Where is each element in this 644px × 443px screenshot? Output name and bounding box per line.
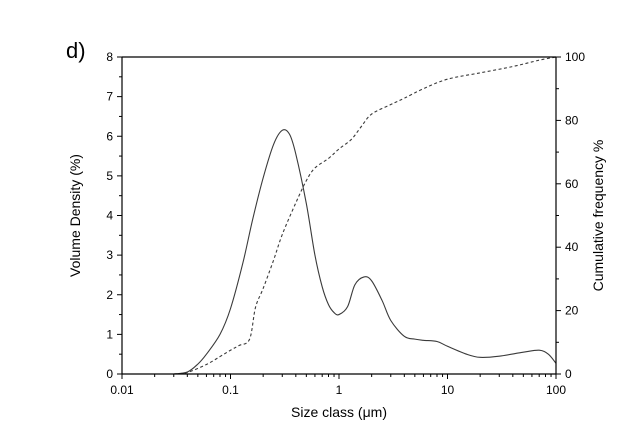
y2-tick-label: 100 (565, 50, 585, 64)
y2-tick-label: 0 (565, 367, 572, 381)
y2-tick-label: 20 (565, 304, 579, 318)
y-tick-label: 0 (106, 367, 113, 381)
y-tick-label: 7 (106, 90, 113, 104)
volume-density-line (173, 129, 557, 375)
y-tick-label: 2 (106, 288, 113, 302)
x-tick-label: 100 (546, 383, 566, 397)
x-tick-label: 1 (336, 383, 343, 397)
panel-label: d) (66, 38, 86, 63)
y2-axis-label: Cumulative frequency % (590, 140, 606, 292)
x-tick-label: 0.01 (110, 383, 134, 397)
x-axis-label: Size class (μm) (291, 404, 387, 420)
y2-tick-label: 60 (565, 177, 579, 191)
y-axis-label: Volume Density (%) (67, 154, 83, 277)
y2-tick-label: 40 (565, 240, 579, 254)
series-layer (173, 56, 557, 375)
y2-tick-label: 80 (565, 113, 579, 127)
x-tick-label: 10 (441, 383, 455, 397)
y-tick-label: 1 (106, 327, 113, 341)
cumulative-frequency-line (173, 56, 557, 375)
y-tick-label: 8 (106, 50, 113, 64)
y-tick-label: 4 (106, 209, 113, 223)
y-tick-label: 6 (106, 129, 113, 143)
y-tick-label: 5 (106, 169, 113, 183)
y-tick-label: 3 (106, 248, 113, 262)
x-tick-label: 0.1 (222, 383, 239, 397)
